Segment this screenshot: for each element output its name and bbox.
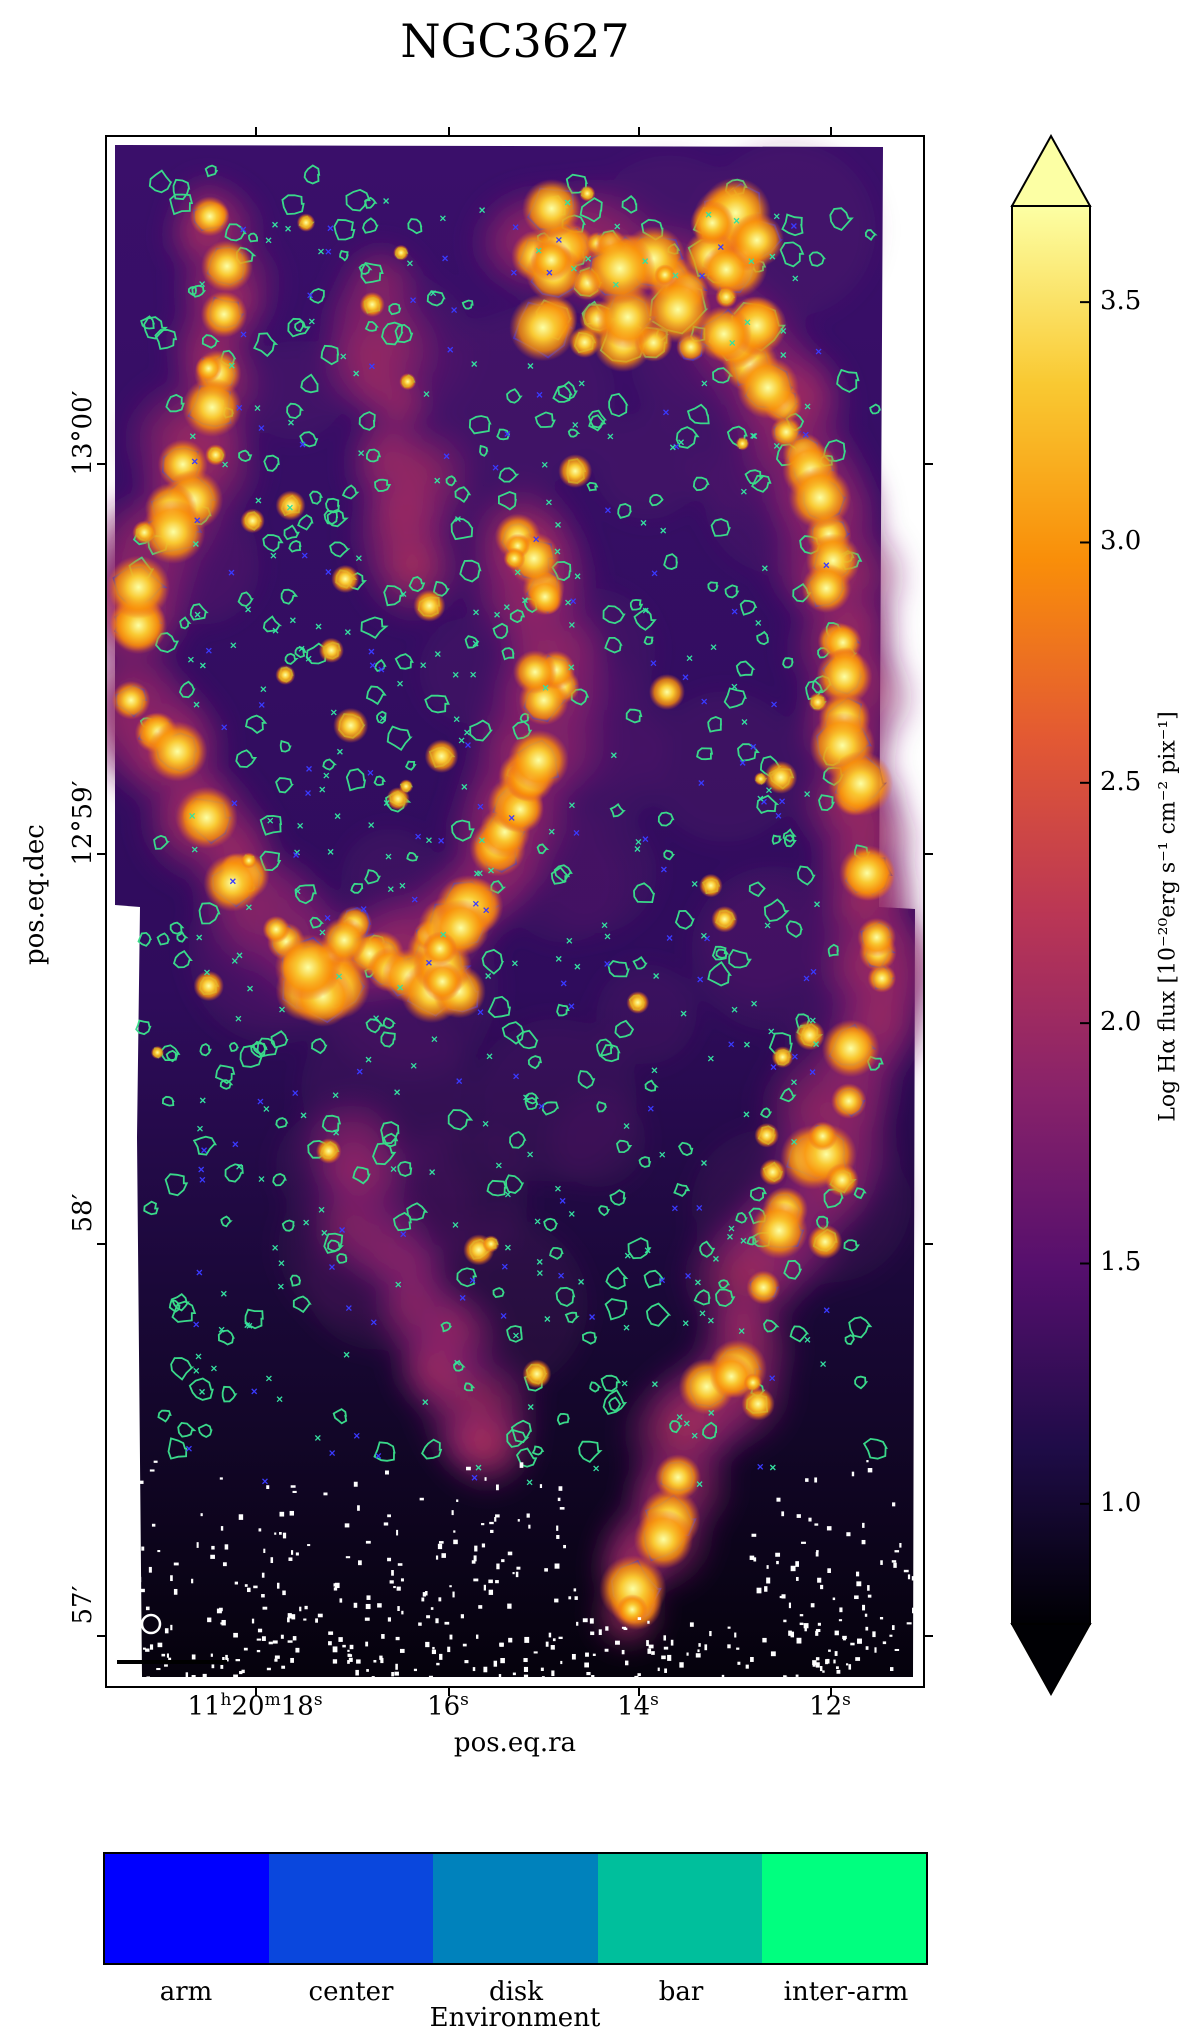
x-tick-label: 16s bbox=[427, 1690, 469, 1722]
beam-circle bbox=[140, 1613, 162, 1635]
environment-swatch-arm bbox=[105, 1854, 270, 1963]
environment-swatch-inter-arm bbox=[761, 1854, 927, 1963]
environment-label: center bbox=[308, 1977, 394, 2007]
environment-swatch-bar bbox=[597, 1854, 762, 1963]
environment-title: Environment bbox=[429, 2003, 601, 2033]
environment-label: disk bbox=[488, 1977, 544, 2007]
y-tick-label: 57′ bbox=[68, 1585, 98, 1625]
colorbar-tick-label: 2.0 bbox=[1100, 1007, 1142, 1038]
x-tick-mark bbox=[830, 1686, 832, 1696]
environment-label: inter-arm bbox=[783, 1977, 909, 2007]
colorbar-tick-label: 3.5 bbox=[1100, 286, 1142, 317]
y-tick-mark bbox=[97, 1635, 107, 1637]
y-tick-mark bbox=[97, 1243, 107, 1245]
colorbar-label: Log Hα flux [10⁻²⁰erg s⁻¹ cm⁻² pix⁻¹] bbox=[1155, 711, 1181, 1122]
colorbar-tick-label: 1.0 bbox=[1100, 1487, 1142, 1518]
y-tick-mark bbox=[923, 853, 933, 855]
x-tick-label: 11h20m18s bbox=[187, 1690, 323, 1722]
x-axis-label: pos.eq.ra bbox=[453, 1728, 577, 1758]
x-tick-mark bbox=[448, 1686, 450, 1696]
y-tick-label: 58′ bbox=[68, 1193, 98, 1233]
y-tick-mark bbox=[923, 463, 933, 465]
environment-label: arm bbox=[159, 1977, 213, 2007]
halpha-map-image bbox=[105, 135, 925, 1688]
x-tick-mark bbox=[448, 127, 450, 137]
y-tick-mark bbox=[97, 463, 107, 465]
x-tick-mark bbox=[638, 1686, 640, 1696]
x-tick-mark bbox=[638, 127, 640, 137]
colorbar bbox=[1010, 133, 1092, 1697]
x-tick-label: 14s bbox=[617, 1690, 659, 1722]
y-tick-label: 12°59′ bbox=[68, 780, 98, 866]
colorbar-tick-label: 3.0 bbox=[1100, 526, 1142, 557]
environment-swatch-disk bbox=[433, 1854, 598, 1963]
colorbar-tick-label: 1.5 bbox=[1100, 1247, 1142, 1278]
y-tick-mark bbox=[923, 1243, 933, 1245]
x-tick-mark bbox=[255, 127, 257, 137]
y-tick-label: 13°00′ bbox=[68, 390, 98, 476]
environment-label: bar bbox=[658, 1977, 704, 2007]
y-tick-mark bbox=[923, 1635, 933, 1637]
x-tick-mark bbox=[830, 127, 832, 137]
environment-swatch-center bbox=[269, 1854, 434, 1963]
environment-colorbar bbox=[103, 1852, 928, 1965]
x-tick-mark bbox=[255, 1686, 257, 1696]
y-tick-mark bbox=[97, 853, 107, 855]
figure-title: NGC3627 bbox=[400, 14, 630, 68]
y-axis-label: pos.eq.dec bbox=[20, 824, 50, 965]
colorbar-tick-label: 2.5 bbox=[1100, 766, 1142, 797]
x-tick-label: 12s bbox=[809, 1690, 851, 1722]
